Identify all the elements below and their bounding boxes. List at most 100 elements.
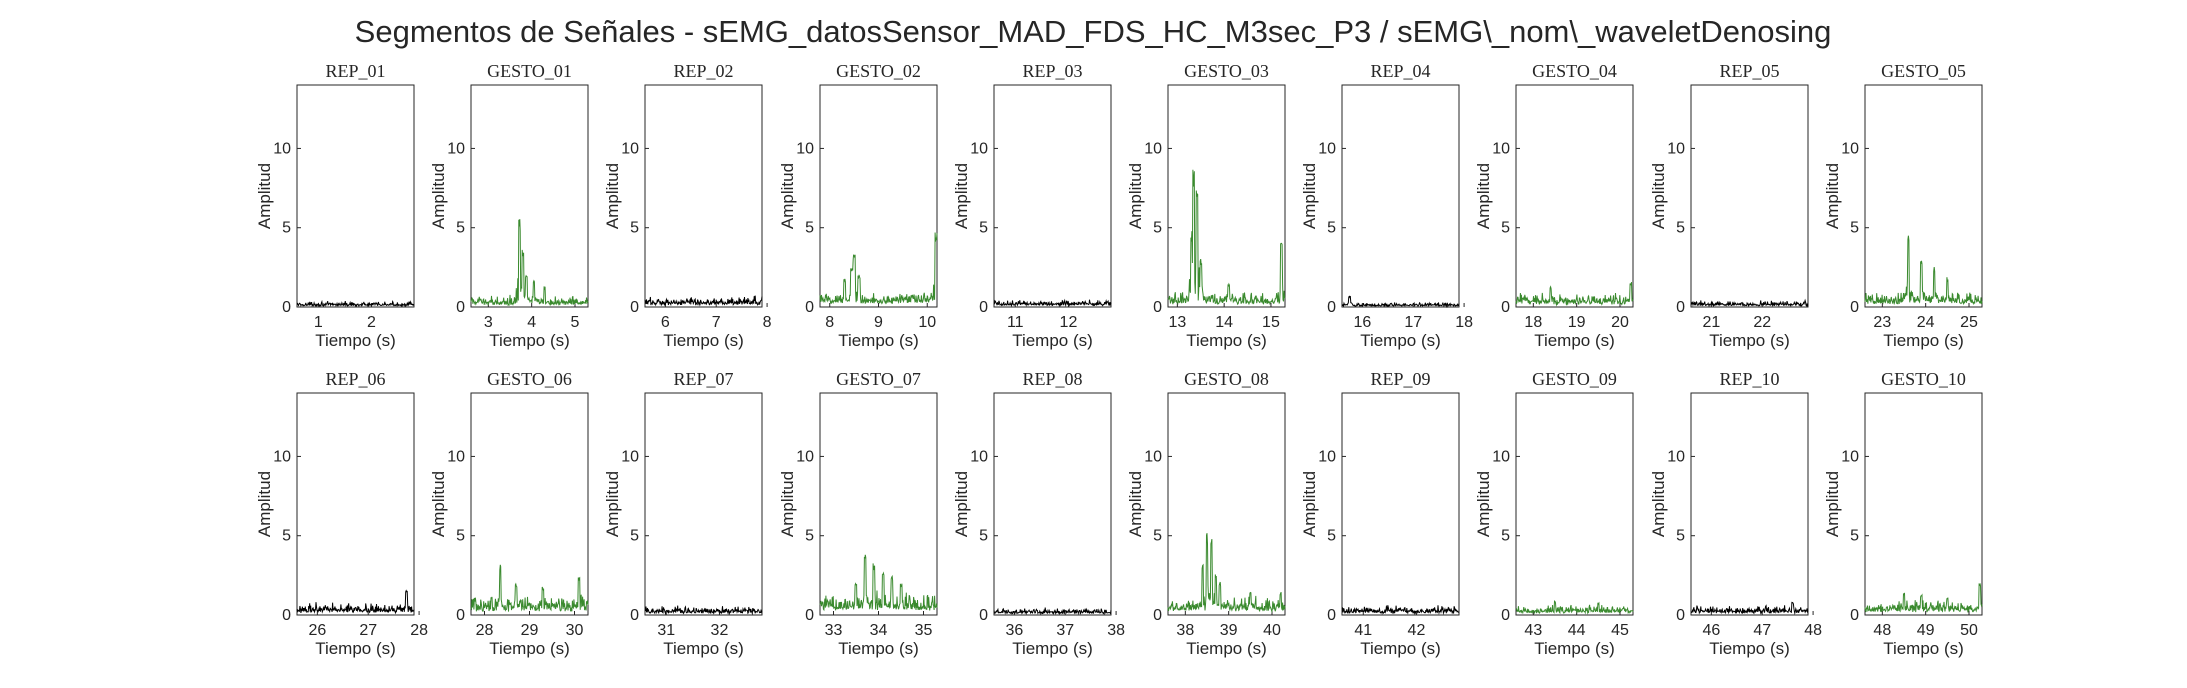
signal-series <box>296 589 415 615</box>
y-axis-label: Amplitud <box>255 163 274 229</box>
x-axis-label: Tiempo (s) <box>1709 639 1790 658</box>
y-tick-label: 5 <box>1153 220 1162 237</box>
subplot-title: GESTO_09 <box>1532 369 1617 389</box>
y-tick-label: 0 <box>456 607 465 624</box>
x-tick-label: 17 <box>1404 314 1422 331</box>
x-tick-label: 35 <box>915 622 933 639</box>
subplot-title: GESTO_06 <box>487 369 572 389</box>
y-tick-label: 5 <box>1676 528 1685 545</box>
y-axis-label: Amplitud <box>1300 471 1319 537</box>
y-tick-label: 0 <box>1501 299 1510 316</box>
y-tick-label: 10 <box>1318 140 1336 157</box>
x-tick-label: 20 <box>1611 314 1629 331</box>
subplot: REP_08 0 5 10 36 37 38 Tiempo (s) Amplitud <box>952 369 1125 658</box>
y-tick-label: 0 <box>1676 607 1685 624</box>
x-tick-label: 44 <box>1568 622 1586 639</box>
y-axis-label: Amplitud <box>1300 163 1319 229</box>
signal-series <box>993 298 1112 308</box>
subplot-title: GESTO_05 <box>1881 61 1966 81</box>
x-axis-label: Tiempo (s) <box>489 331 570 350</box>
y-axis-label: Amplitud <box>1126 163 1145 229</box>
y-axis-label: Amplitud <box>952 471 971 537</box>
subplot-title: GESTO_08 <box>1184 369 1269 389</box>
x-tick-label: 5 <box>571 314 580 331</box>
y-tick-label: 5 <box>1501 528 1510 545</box>
x-tick-label: 1 <box>314 314 323 331</box>
y-tick-label: 10 <box>273 448 291 465</box>
plot-area <box>296 84 415 308</box>
plot-area <box>819 392 938 616</box>
plot-area <box>1167 84 1286 308</box>
y-axis-label: Amplitud <box>429 163 448 229</box>
x-tick-label: 42 <box>1408 622 1426 639</box>
y-tick-label: 10 <box>621 448 639 465</box>
y-tick-label: 5 <box>1501 220 1510 237</box>
x-tick-label: 46 <box>1702 622 1720 639</box>
y-axis-label: Amplitud <box>952 163 971 229</box>
x-tick-label: 43 <box>1524 622 1542 639</box>
y-axis-label: Amplitud <box>1474 471 1493 537</box>
subplot-title: REP_05 <box>1719 61 1779 81</box>
plot-area <box>1864 84 1983 308</box>
y-axis-label: Amplitud <box>1474 163 1493 229</box>
x-axis-label: Tiempo (s) <box>663 331 744 350</box>
y-axis-label: Amplitud <box>429 471 448 537</box>
y-tick-label: 10 <box>796 448 814 465</box>
signal-series <box>645 605 763 616</box>
x-tick-label: 38 <box>1107 622 1125 639</box>
subplot: REP_06 0 5 10 26 27 28 Tiempo (s) Amplitud <box>255 369 428 658</box>
subplot-title: GESTO_07 <box>836 369 921 389</box>
y-tick-label: 10 <box>1492 140 1510 157</box>
x-tick-label: 32 <box>711 622 729 639</box>
x-tick-label: 13 <box>1168 314 1186 331</box>
y-tick-label: 0 <box>1850 607 1859 624</box>
x-axis-label: Tiempo (s) <box>1012 331 1093 350</box>
signal-series <box>819 232 938 305</box>
x-axis-label: Tiempo (s) <box>315 331 396 350</box>
x-tick-label: 41 <box>1354 622 1372 639</box>
y-tick-label: 0 <box>456 299 465 316</box>
x-tick-label: 14 <box>1215 314 1233 331</box>
y-tick-label: 0 <box>1327 607 1336 624</box>
plot-area <box>1341 84 1460 308</box>
y-tick-label: 10 <box>1667 140 1685 157</box>
x-tick-label: 39 <box>1220 622 1238 639</box>
signal-series <box>296 299 415 308</box>
y-axis-label: Amplitud <box>1126 471 1145 537</box>
subplot-title: REP_07 <box>673 369 733 389</box>
x-tick-label: 7 <box>712 314 721 331</box>
subplot-title: REP_06 <box>325 369 385 389</box>
x-tick-label: 48 <box>1804 622 1822 639</box>
plot-area <box>819 84 938 308</box>
y-tick-label: 5 <box>805 528 814 545</box>
plot-area <box>644 84 763 308</box>
y-tick-label: 10 <box>621 140 639 157</box>
y-tick-label: 10 <box>1144 448 1162 465</box>
x-tick-label: 18 <box>1524 314 1542 331</box>
subplot-title: REP_01 <box>325 61 385 81</box>
plot-area <box>1341 392 1460 616</box>
x-axis-label: Tiempo (s) <box>1709 331 1790 350</box>
x-tick-label: 36 <box>1005 622 1023 639</box>
x-tick-label: 18 <box>1455 314 1473 331</box>
x-tick-label: 47 <box>1753 622 1771 639</box>
signal-series <box>819 554 938 612</box>
y-tick-label: 10 <box>970 140 988 157</box>
plot-area <box>644 392 763 616</box>
plot-area <box>296 392 415 616</box>
x-tick-label: 6 <box>661 314 670 331</box>
plot-area <box>1690 392 1809 616</box>
subplot: REP_04 0 5 10 16 17 18 Tiempo (s) Amplitud <box>1300 61 1473 350</box>
x-tick-label: 22 <box>1753 314 1771 331</box>
y-tick-label: 5 <box>282 528 291 545</box>
y-axis-label: Amplitud <box>603 471 622 537</box>
y-tick-label: 5 <box>456 528 465 545</box>
signal-series <box>1515 600 1634 615</box>
